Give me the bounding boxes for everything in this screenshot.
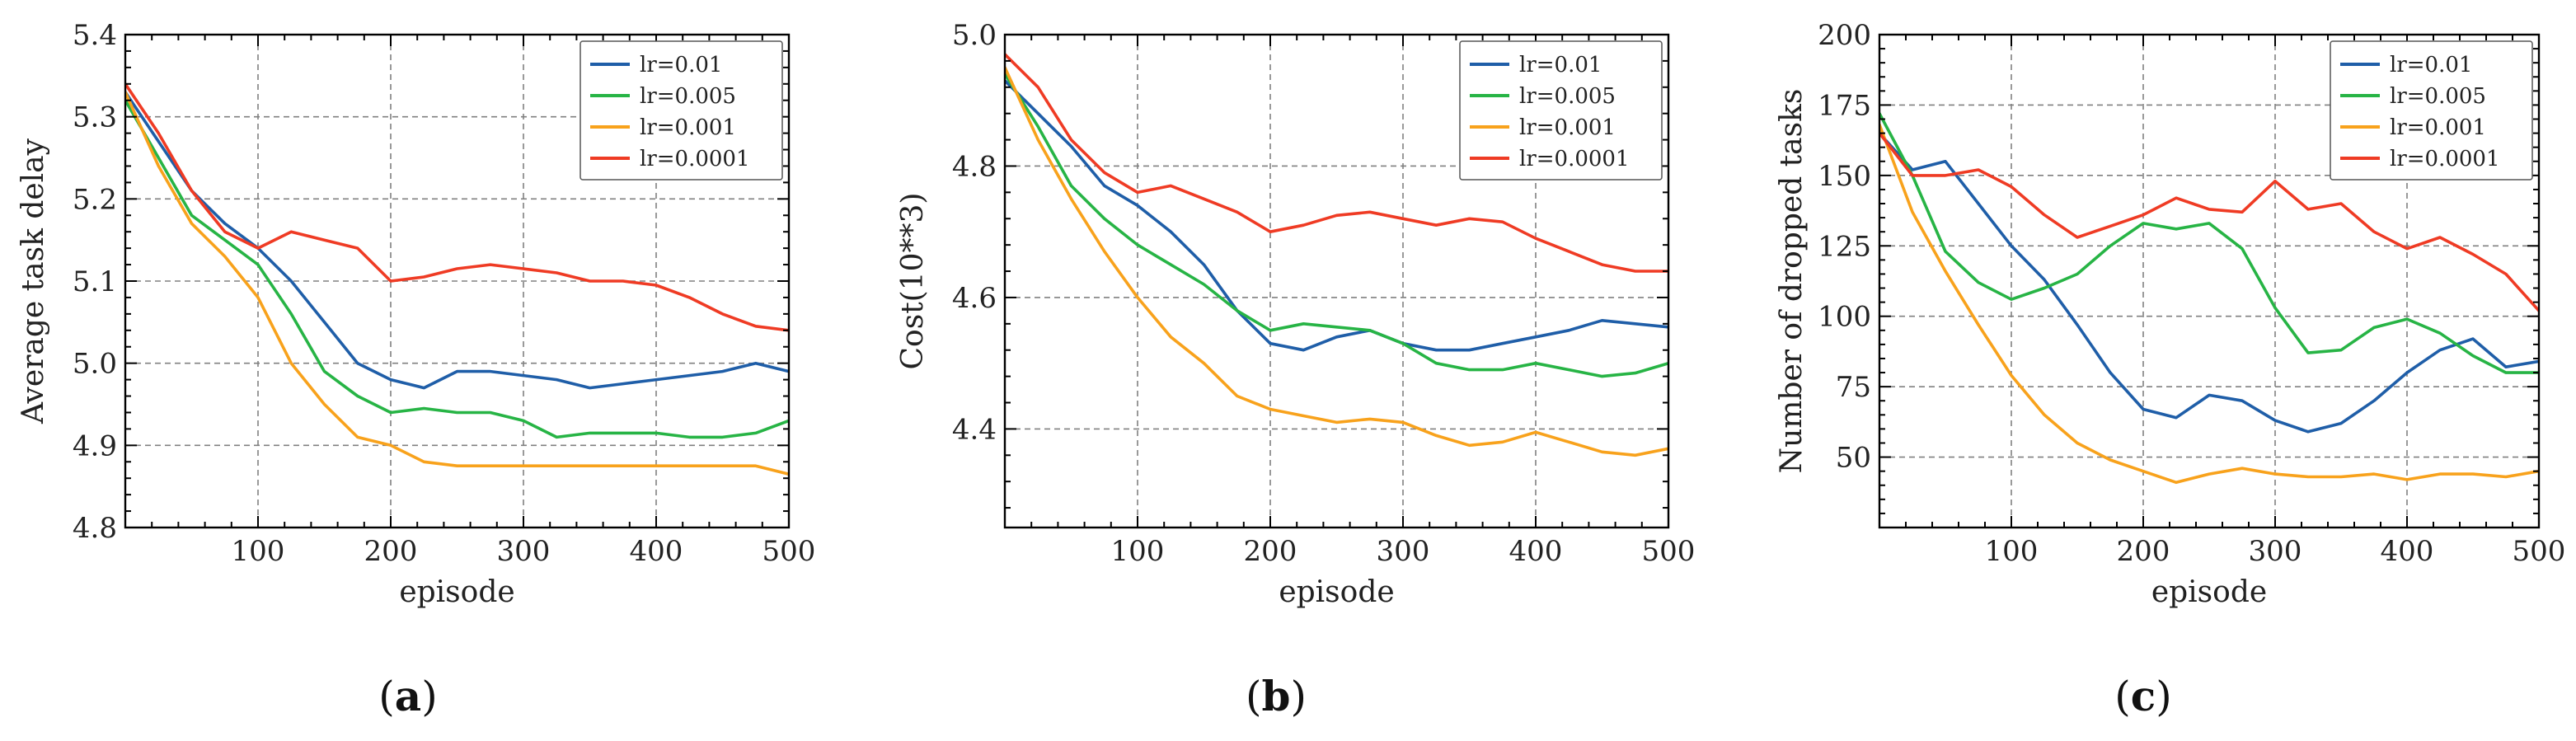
series-line-lr0001 bbox=[1005, 66, 1668, 457]
x-tick-label: 400 bbox=[2381, 535, 2434, 568]
x-axis-title: episode bbox=[1279, 575, 1394, 609]
x-tick-label: 100 bbox=[1111, 535, 1165, 568]
legend-label: lr=0.0001 bbox=[1519, 147, 1630, 171]
y-tick-label: 4.8 bbox=[952, 150, 997, 183]
series-line-lr001 bbox=[1005, 79, 1668, 352]
panel-caption: (b) bbox=[1246, 672, 1307, 720]
x-axis-title: episode bbox=[399, 575, 514, 609]
series-line-lr0005 bbox=[1005, 73, 1668, 378]
y-axis-title: Average task delay bbox=[16, 138, 50, 424]
series-line-lr00001 bbox=[125, 82, 789, 332]
legend: lr=0.01 lr=0.005 lr=0.001 lr=0.0001 bbox=[579, 40, 783, 181]
x-tick-label: 400 bbox=[1509, 535, 1563, 568]
series-line-lr00001 bbox=[1879, 131, 2539, 312]
legend-label: lr=0.001 bbox=[640, 115, 736, 140]
x-tick-label: 300 bbox=[1377, 535, 1430, 568]
y-axis-title: Number of dropped tasks bbox=[1775, 89, 1809, 474]
y-axis-title: Cost(10**3) bbox=[896, 193, 930, 370]
panel-b: 100 200 300 400 500 4.4 4.6 4.8 5.0 episode Cost(1… bbox=[896, 19, 1695, 720]
legend-label: lr=0.005 bbox=[1519, 84, 1616, 109]
legend-label: lr=0.005 bbox=[640, 84, 736, 109]
series-line-lr0005 bbox=[125, 98, 789, 439]
y-tick-label: 50 bbox=[1836, 442, 1871, 475]
legend-label: lr=0.0001 bbox=[2390, 147, 2500, 171]
y-tick-label: 75 bbox=[1836, 371, 1871, 404]
legend-label: lr=0.01 bbox=[640, 53, 722, 77]
panel-a: 100 200 300 400 500 4.8 4.9 5.0 5.1 5.2 5.3 5.4 epis… bbox=[16, 19, 815, 720]
panel-c: 100 200 300 400 500 50 75 100 125 150 175 200 episod… bbox=[1775, 19, 2565, 720]
series-line-lr0001 bbox=[1879, 123, 2539, 485]
x-tick-label: 300 bbox=[497, 535, 551, 568]
panel-caption: (a) bbox=[378, 672, 437, 720]
y-tick-label: 5.0 bbox=[73, 348, 117, 381]
y-tick-label: 4.4 bbox=[952, 413, 997, 446]
x-tick-label: 100 bbox=[232, 535, 285, 568]
y-tick-label: 4.8 bbox=[73, 512, 117, 545]
y-tick-label: 5.2 bbox=[73, 183, 117, 216]
x-tick-label: 400 bbox=[630, 535, 683, 568]
y-tick-label: 100 bbox=[1818, 301, 1871, 334]
x-tick-label: 200 bbox=[1244, 535, 1297, 568]
y-tick-label: 150 bbox=[1818, 160, 1871, 193]
y-tick-label: 5.3 bbox=[73, 101, 117, 134]
axes-frame bbox=[1878, 33, 2541, 529]
legend-label: lr=0.001 bbox=[2390, 115, 2486, 140]
y-tick-label: 200 bbox=[1818, 19, 1871, 52]
series-line-lr001 bbox=[125, 91, 789, 390]
legend-label: lr=0.01 bbox=[2390, 53, 2472, 77]
legend: lr=0.01 lr=0.005 lr=0.001 lr=0.0001 bbox=[2330, 40, 2533, 181]
x-tick-label: 300 bbox=[2249, 535, 2302, 568]
legend-label: lr=0.005 bbox=[2390, 84, 2486, 109]
y-tick-label: 5.4 bbox=[73, 19, 117, 52]
legend-label: lr=0.01 bbox=[1519, 53, 1602, 77]
y-tick-label: 4.9 bbox=[73, 429, 117, 462]
axes-frame bbox=[1003, 33, 1670, 529]
x-tick-label: 200 bbox=[364, 535, 418, 568]
series-line-lr0005 bbox=[1879, 111, 2539, 374]
x-tick-label: 200 bbox=[2117, 535, 2170, 568]
series-line-lr001 bbox=[1879, 131, 2539, 434]
series-line-lr00001 bbox=[1005, 53, 1668, 273]
series-line-lr0001 bbox=[125, 91, 789, 476]
x-tick-label: 500 bbox=[2513, 535, 2566, 568]
y-tick-label: 4.6 bbox=[952, 282, 997, 315]
legend-label: lr=0.0001 bbox=[640, 147, 750, 171]
legend-label: lr=0.001 bbox=[1519, 115, 1616, 140]
x-axis-title: episode bbox=[2151, 575, 2267, 609]
x-tick-label: 500 bbox=[1642, 535, 1696, 568]
x-tick-label: 500 bbox=[762, 535, 816, 568]
y-tick-label: 125 bbox=[1818, 230, 1871, 263]
x-tick-label: 100 bbox=[1985, 535, 2039, 568]
y-tick-label: 5.0 bbox=[952, 19, 997, 52]
y-tick-label: 5.1 bbox=[73, 265, 117, 298]
y-tick-label: 175 bbox=[1818, 89, 1871, 122]
panel-caption: (c) bbox=[2114, 672, 2171, 720]
legend: lr=0.01 lr=0.005 lr=0.001 lr=0.0001 bbox=[1459, 40, 1663, 181]
